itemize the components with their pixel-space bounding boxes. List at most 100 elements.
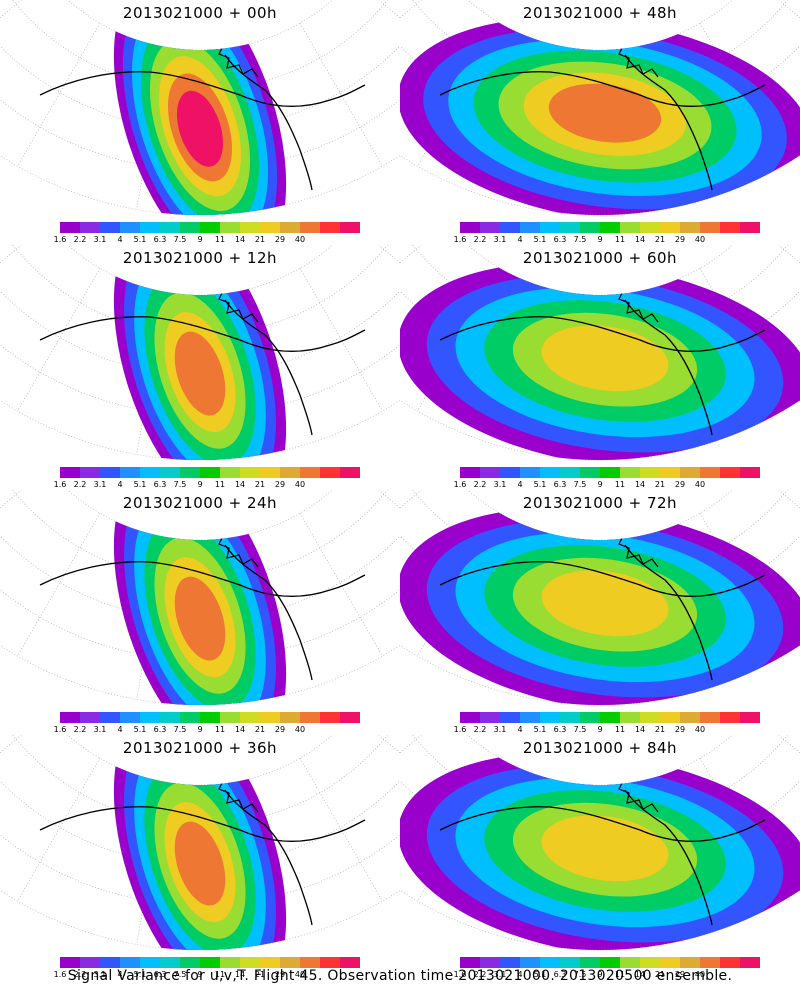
colorbar-swatch xyxy=(580,957,600,968)
panel-title: 2013021000 + 72h xyxy=(522,494,678,512)
colorbar-swatch xyxy=(680,222,700,233)
colorbar-swatch xyxy=(240,467,260,478)
colorbar-tick-label: 7.5 xyxy=(173,480,187,489)
colorbar-swatch xyxy=(620,222,640,233)
colorbar-swatch xyxy=(460,222,480,233)
colorbar-tick-label: 3.1 xyxy=(493,970,507,979)
map-plot xyxy=(0,735,400,951)
coastline xyxy=(224,54,313,191)
colorbar-swatch xyxy=(740,957,760,968)
colorbar-labels: 1.6 2.2 3.1 4 5.1 6.3 7.5 9 11 14 21 29 40 xyxy=(54,725,360,735)
colorbar-swatch xyxy=(660,467,680,478)
meridian-line xyxy=(299,758,383,902)
colorbar-swatch xyxy=(80,467,100,478)
colorbar-tick-label: 14 xyxy=(234,725,246,734)
colorbar-tick-label: 5.1 xyxy=(533,970,547,979)
colorbar-tick-label: 29 xyxy=(674,725,686,734)
latitude-line xyxy=(400,735,800,826)
colorbar-swatch xyxy=(100,467,120,478)
colorbar xyxy=(60,467,360,478)
colorbar-tick-label: 14 xyxy=(634,480,646,489)
colorbar-tick-label: 14 xyxy=(634,970,646,979)
colorbar-tick-label: 9 xyxy=(597,970,603,979)
colorbar-tick-label: 29 xyxy=(674,235,686,244)
coastline xyxy=(39,316,366,352)
colorbar-swatch xyxy=(200,957,220,968)
panel-title: 2013021000 + 24h xyxy=(122,494,278,512)
colorbar-swatch xyxy=(580,712,600,723)
colorbar-tick-label: 21 xyxy=(654,480,666,489)
colorbar-swatch xyxy=(480,222,500,233)
colorbar-tick-label: 1.6 xyxy=(53,480,67,489)
variance-contour xyxy=(541,325,669,392)
map-panel: 2013021000 + 24h 1.6 2.2 3.1 4 5.1 6.3 7.5 9 11 14… xyxy=(0,490,400,735)
panel-title: 2013021000 + 00h xyxy=(122,4,278,22)
colorbar-swatch xyxy=(340,467,360,478)
colorbar-swatch xyxy=(100,222,120,233)
colorbar-tick-label: 5.1 xyxy=(133,725,147,734)
colorbar-swatch xyxy=(140,957,160,968)
colorbar-labels: 1.6 2.2 3.1 4 5.1 6.3 7.5 9 11 14 21 29 40 xyxy=(54,970,360,980)
colorbar-swatch xyxy=(640,712,660,723)
colorbar-swatch xyxy=(160,957,180,968)
colorbar-tick-label: 40 xyxy=(294,480,306,489)
colorbar-tick-label: 4 xyxy=(517,480,523,489)
colorbar-tick-label: 7.5 xyxy=(573,970,587,979)
colorbar-tick-label: 1.6 xyxy=(453,970,467,979)
map-frame xyxy=(0,0,400,216)
colorbar-tick-label: 29 xyxy=(674,970,686,979)
colorbar-swatch xyxy=(480,712,500,723)
colorbar-tick-label: 1.6 xyxy=(453,725,467,734)
colorbar-swatch xyxy=(220,712,240,723)
coastline xyxy=(439,561,766,597)
colorbar-swatch xyxy=(100,957,120,968)
colorbar-tick-label: 1.6 xyxy=(53,970,67,979)
colorbar-tick-label: 9 xyxy=(197,235,203,244)
colorbar-tick-label: 6.3 xyxy=(153,725,167,734)
colorbar-tick-label: 1.6 xyxy=(453,480,467,489)
colorbar-swatch xyxy=(60,712,80,723)
colorbar-swatch xyxy=(140,222,160,233)
colorbar-tick-label: 11 xyxy=(214,725,226,734)
colorbar-tick-label: 14 xyxy=(234,970,246,979)
map-panel: 2013021000 + 72h 1.6 2.2 3.1 4 5.1 6.3 7.5 9 11 14… xyxy=(400,490,800,735)
latitude-line xyxy=(0,245,400,336)
colorbar-tick-label: 2.2 xyxy=(473,480,487,489)
coastline xyxy=(624,789,713,926)
map-panel: 2013021000 + 60h 1.6 2.2 3.1 4 5.1 6.3 7.5 9 11 14… xyxy=(400,245,800,490)
colorbar-swatch xyxy=(620,712,640,723)
colorbar-tick-label: 4 xyxy=(117,725,123,734)
variance-contour xyxy=(541,815,669,882)
colorbar-swatch xyxy=(140,712,160,723)
colorbar-tick-label: 40 xyxy=(294,725,306,734)
colorbar-swatch xyxy=(300,222,320,233)
colorbar-tick-label: 2.2 xyxy=(73,235,87,244)
colorbar-swatch xyxy=(340,222,360,233)
colorbar-swatch xyxy=(180,467,200,478)
colorbar-swatch xyxy=(520,712,540,723)
meridian-line xyxy=(17,513,101,657)
colorbar-swatch xyxy=(220,957,240,968)
colorbar-swatch xyxy=(740,222,760,233)
map-plot xyxy=(400,245,800,461)
colorbar-swatch xyxy=(140,467,160,478)
colorbar-tick-label: 5.1 xyxy=(533,480,547,489)
colorbar xyxy=(60,957,360,968)
meridian-line xyxy=(17,268,101,412)
colorbar-swatch xyxy=(320,467,340,478)
meridian-line xyxy=(352,490,400,575)
colorbar-swatch xyxy=(80,712,100,723)
colorbar-tick-label: 3.1 xyxy=(93,480,107,489)
colorbar-swatch xyxy=(540,222,560,233)
colorbar-tick-label: 29 xyxy=(274,235,286,244)
panel-title: 2013021000 + 60h xyxy=(522,249,678,267)
colorbar-swatch xyxy=(700,712,720,723)
colorbar-tick-label: 21 xyxy=(654,970,666,979)
colorbar-swatch xyxy=(720,222,740,233)
colorbar-labels: 1.6 2.2 3.1 4 5.1 6.3 7.5 9 11 14 21 29 40 xyxy=(454,725,760,735)
colorbar-swatch xyxy=(240,712,260,723)
colorbar-swatch xyxy=(660,222,680,233)
colorbar xyxy=(460,957,760,968)
colorbar-tick-label: 4 xyxy=(117,235,123,244)
